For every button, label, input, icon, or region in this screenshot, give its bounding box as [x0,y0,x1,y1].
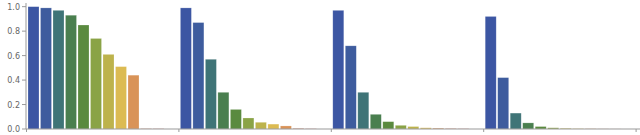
bar [395,125,406,129]
y-tick-label: 0.0 [7,125,20,134]
y-tick [22,6,26,7]
bars [28,7,621,129]
y-tick [22,80,26,81]
bar [116,67,127,129]
x-axis [26,129,640,130]
y-tick-label: 0.8 [7,27,20,36]
y-tick-label: 1.0 [7,3,20,12]
bar [243,118,254,129]
bar [333,10,344,129]
y-tick [22,129,26,130]
x-tick [26,129,27,132]
bar [268,124,279,129]
bar [193,23,204,129]
bar [28,7,39,129]
bar [103,54,114,129]
bar [41,8,52,129]
bar [128,75,139,129]
x-tick [636,129,637,132]
y-axis [26,3,27,129]
y-tick-label: 0.4 [7,76,20,85]
bar [523,123,534,129]
bar [91,38,102,129]
y-tick-label: 0.2 [7,101,20,110]
bar [358,92,369,129]
bar [53,10,64,129]
bar [230,109,241,129]
x-tick [483,129,484,132]
y-tick-label: 0.6 [7,52,20,61]
bar [370,114,381,129]
bar [345,46,356,129]
bar [218,92,229,129]
y-tick [22,104,26,105]
bar [78,25,89,129]
bar [485,16,496,129]
bar [180,8,191,129]
bar [255,122,266,129]
y-tick [22,55,26,56]
bar [66,15,77,129]
x-tick [331,129,332,132]
x-tick [178,129,179,132]
bar [205,59,216,129]
y-tick [22,31,26,32]
bar [383,122,394,129]
bar [498,78,509,129]
chart: 0.0 0.2 0.4 0.6 0.8 1.0 [0,0,640,135]
bar [510,113,521,129]
